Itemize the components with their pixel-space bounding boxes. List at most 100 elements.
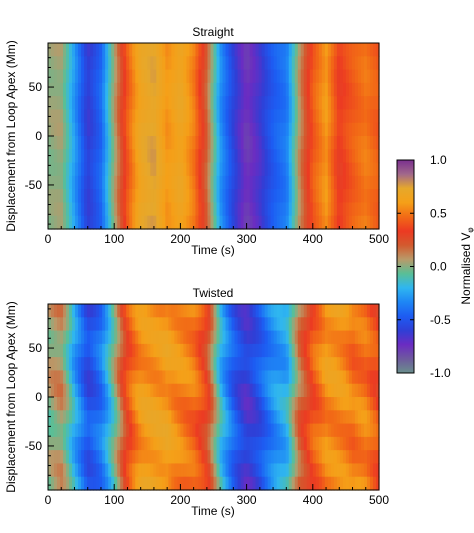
heatmap-cell [276,96,281,111]
heatmap-cell [123,410,127,425]
heatmap-cell [207,397,212,411]
heatmap-cell [204,370,209,385]
heatmap-cell [192,304,197,318]
heatmap-cell [345,69,350,84]
heatmap-cell [150,109,154,124]
heatmap-cell [138,109,142,124]
heatmap-cell [201,109,206,124]
heatmap-cell [246,476,251,491]
heatmap-cell [48,43,52,57]
heatmap-cell [87,357,91,372]
heatmap-cell [84,202,88,217]
heatmap-cell [255,69,260,84]
heatmap-cell [114,43,118,57]
heatmap-cell [84,343,88,358]
heatmap-cell [270,96,275,111]
heatmap-cell [234,162,239,177]
heatmap-cell [48,436,52,451]
heatmap-cell [303,317,308,332]
heatmap-cell [288,450,293,465]
heatmap-cell [210,370,215,385]
heatmap-cell [174,450,178,465]
heatmap-cell [204,215,209,230]
heatmap-cell [333,82,338,97]
heatmap-cell [153,215,157,230]
heatmap-cell [303,450,308,465]
heatmap-cell [219,149,224,164]
heatmap-cell [54,82,58,97]
heatmap-cell [270,357,275,372]
heatmap-cell [108,450,112,465]
heatmap-cell [102,109,106,124]
heatmap-cell [300,370,305,385]
heatmap-cell [372,383,377,398]
heatmap-cell [231,463,236,478]
heatmap-cell [87,304,91,318]
heatmap-cell [303,383,308,398]
heatmap-cell [87,436,91,451]
heatmap-cell [183,357,188,372]
heatmap-cell [87,215,91,230]
heatmap-cell [183,450,188,465]
heatmap-cell [66,357,70,372]
heatmap-cell [117,175,121,190]
heatmap-cell [111,69,115,84]
heatmap-cell [195,463,200,478]
heatmap-cell [333,436,338,451]
heatmap-cell [288,202,293,217]
heatmap-cell [201,463,206,478]
heatmap-cell [363,383,368,398]
heatmap-cell [198,304,203,318]
heatmap-cell [336,175,341,190]
heatmap-cell [174,109,178,124]
heatmap-cell [123,56,127,71]
heatmap-cell [72,423,76,438]
heatmap-cell [84,450,88,465]
heatmap-cell [54,423,58,438]
heatmap-cell [78,397,82,411]
heatmap-cell [90,370,94,385]
heatmap-cell [204,175,209,190]
heatmap-cell [54,122,58,137]
heatmap-cell [105,383,109,398]
heatmap-cell [360,96,365,111]
heatmap-cell [234,175,239,190]
heatmap-cell [159,343,163,358]
heatmap-cell [246,343,251,358]
heatmap-cell [123,423,127,438]
heatmap-cell [303,343,308,358]
heatmap-cell [201,215,206,230]
heatmap-cell [273,357,278,372]
heatmap-cell [282,304,287,318]
heatmap-cell [198,397,203,411]
heatmap-cell [273,109,278,124]
heatmap-cell [141,109,145,124]
heatmap-cell [327,397,332,411]
heatmap-cell [231,149,236,164]
heatmap-cell [222,343,227,358]
heatmap-cell [324,43,329,57]
heatmap-cell [315,317,320,332]
heatmap-cell [228,476,233,491]
heatmap-cell [156,215,160,230]
heatmap-cell [159,96,163,111]
heatmap-cell [321,370,326,385]
heatmap-cell [114,122,118,137]
heatmap-cell [351,136,356,150]
heatmap-cell [159,304,163,318]
heatmap-cell [330,215,335,230]
heatmap-cell [276,175,281,190]
heatmap-cell [315,304,320,318]
heatmap-cell [192,175,197,190]
heatmap-cell [165,330,169,345]
heatmap-cell [195,109,200,124]
heatmap-cell [225,122,230,137]
heatmap-cell [258,69,263,84]
heatmap-cell [327,202,332,217]
heatmap-cell [372,463,377,478]
heatmap-cell [60,357,64,372]
heatmap-cell [219,357,224,372]
heatmap-cell [249,82,254,97]
heatmap-cell [312,136,317,150]
heatmap-cell [60,450,64,465]
